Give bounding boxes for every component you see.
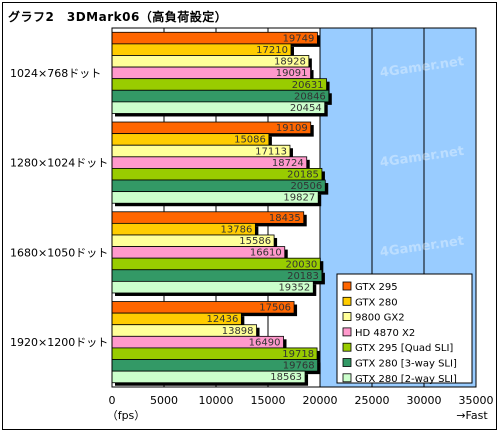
bar-value-label: 17113 [255,146,287,157]
bar-value-label: 15586 [239,236,271,247]
bar-value-label: 15086 [234,135,266,146]
bar-value-label: 13898 [222,326,254,337]
x-axis-ticks: 0 5000 10000 15000 20000 25000 30000 35000 （fps）… [107,394,494,422]
legend-swatch [342,312,352,322]
legend-entry: HD 4870 X2 [355,328,415,339]
legend-box [336,273,473,384]
x-tick-label: 0 [109,394,116,407]
bar-value-label: 19352 [278,282,310,293]
bar-value-label: 19749 [283,33,315,44]
legend: GTX 295 GTX 280 9800 GX2 HD 4870 X2 GTX 295 … [336,273,473,385]
legend-swatch [342,358,352,367]
bar-value-label: 18435 [269,213,301,224]
legend-swatch [342,281,352,291]
chart-title: グラフ2 3DMark06（高負荷設定） [8,10,228,24]
bar-value-label: 20183 [287,271,319,282]
bar-value-label: 20454 [290,103,322,114]
x-tick-label: 10000 [199,394,234,407]
x-tick-label: 30000 [407,394,442,407]
bar-value-label: 12436 [207,314,239,325]
legend-swatch [342,373,352,383]
legend-swatch [342,342,352,352]
legend-entry: GTX 280 [2-way SLI] [355,374,457,385]
x-tick-label: 5000 [150,394,178,407]
x-tick-label: 20000 [303,394,338,407]
category-label: 1680×1050ドット [10,246,108,259]
legend-swatch [342,296,352,306]
legend-entry: GTX 295 [Quad SLI] [355,343,453,354]
bar-value-label: 20185 [287,170,319,181]
category-label: 1024×768ドット [10,67,101,80]
y-axis-labels: 1024×768ドット 1280×1024ドット 1680×1050ドット 1920×… [10,67,108,349]
legend-entry: GTX 280 [355,297,398,308]
legend-entry: GTX 295 [355,282,398,293]
x-tick-label: 35000 [459,394,494,407]
bar-value-label: 17506 [259,303,291,314]
x-tick-label: 15000 [251,394,286,407]
bar-value-label: 16490 [249,337,281,348]
category-label: 1920×1200ドット [10,336,108,349]
bar-value-label: 18724 [272,158,304,169]
bar-value-label: 13786 [221,224,253,235]
x-unit-label: （fps） [107,409,146,422]
legend-entry: GTX 280 [3-way SLI] [355,359,457,370]
legend-swatch [342,327,352,337]
category-label: 1280×1024ドット [10,157,108,170]
bar-value-label: 20506 [290,181,322,192]
bar-value-label: 19768 [283,361,315,372]
legend-entry: 9800 GX2 [355,313,405,324]
bar-value-label: 20631 [292,80,324,91]
bar-value-label: 17210 [256,45,288,56]
bar-value-label: 20030 [285,259,317,270]
bar-value-label: 19718 [282,349,314,360]
bar-value-label: 19109 [276,123,308,134]
bar-value-label: 18563 [270,372,302,383]
bar-value-label: 20846 [294,91,326,102]
plot-border [111,27,477,388]
x-direction-label: →Fast [456,409,488,422]
bar-value-label: 19827 [283,193,315,204]
x-tick-label: 25000 [355,394,390,407]
bar-value-label: 19091 [276,68,308,79]
bar-value-label: 16610 [250,248,282,259]
bar-value-label: 18928 [274,57,306,68]
